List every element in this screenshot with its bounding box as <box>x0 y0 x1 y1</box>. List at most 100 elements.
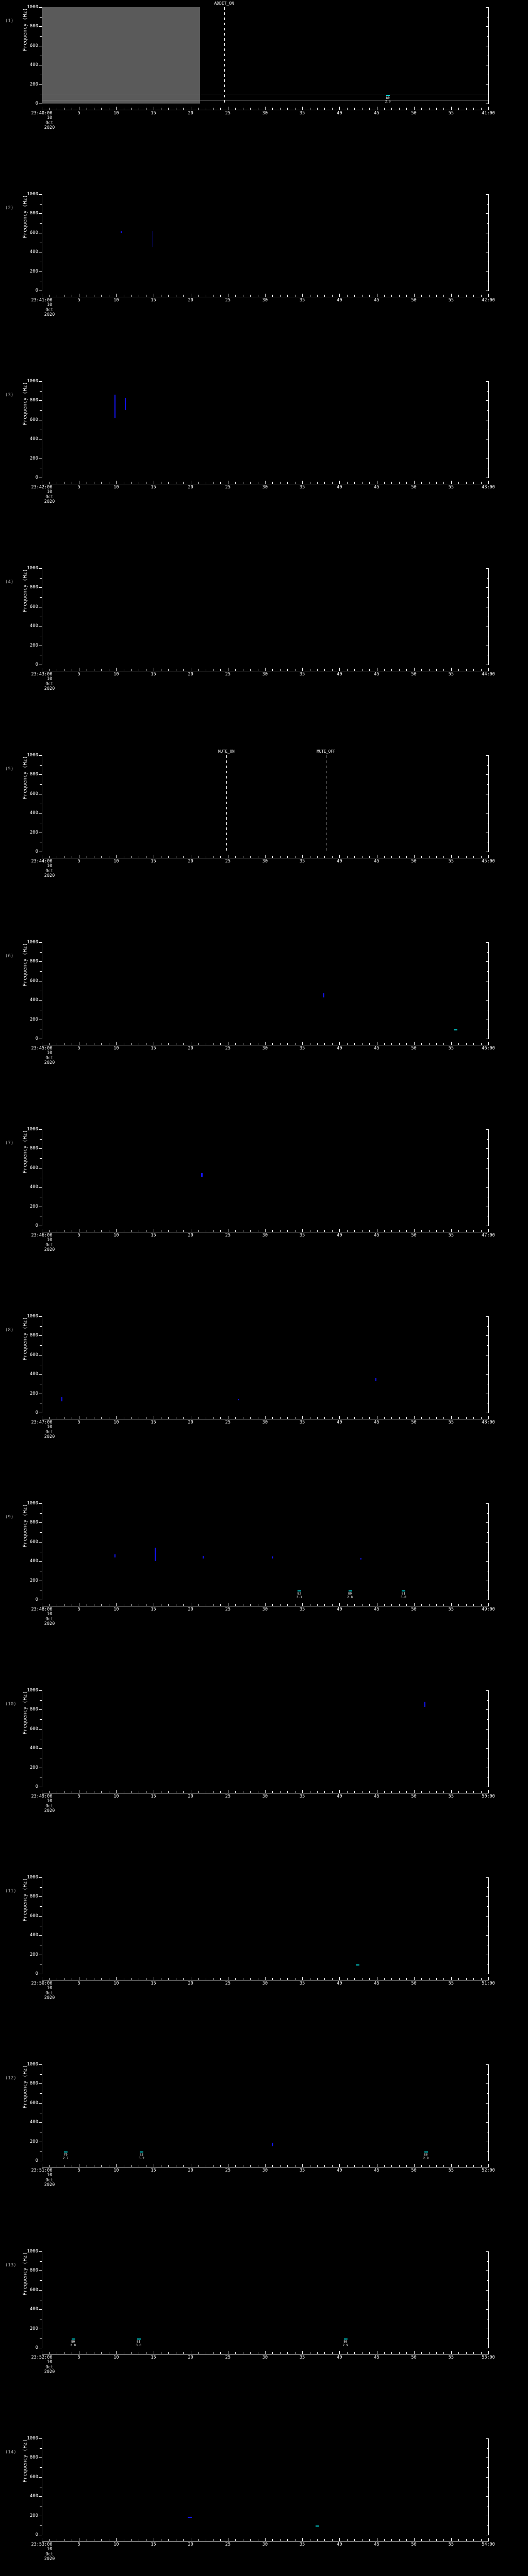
x-tick-minor <box>466 1791 467 1793</box>
x-tick-minor <box>235 1043 236 1045</box>
x-tick-label: 50 <box>411 1046 417 1051</box>
x-axis-date: 10 Oct 2020 <box>44 1612 55 1626</box>
x-tick-minor <box>332 1043 333 1045</box>
y-tick-minor <box>40 1906 42 1907</box>
x-tick <box>302 855 303 858</box>
y-tick <box>39 2251 42 2252</box>
y-tick-minor <box>40 952 42 953</box>
plot-area <box>42 568 488 665</box>
y-tick <box>39 2083 42 2084</box>
x-tick-minor <box>183 856 184 858</box>
x-tick-minor <box>458 1230 459 1232</box>
y-tick-right <box>486 2122 489 2123</box>
spectrogram-panel: (7) Frequency (Hz) 0 200 400 600 800 1000 23:46:… <box>0 1122 528 1309</box>
x-tick <box>488 855 489 858</box>
x-tick-minor <box>317 856 318 858</box>
x-tick <box>451 107 452 110</box>
x-tick-minor <box>332 482 333 484</box>
y-tick-label: 1000 <box>27 2436 38 2441</box>
x-tick-label: 43:00 <box>482 485 495 490</box>
y-tick-label: 0 <box>35 662 38 667</box>
x-tick-label: 25 <box>225 1607 230 1612</box>
y-tick-minor-right <box>487 2074 489 2075</box>
y-tick-right <box>486 774 489 775</box>
y-tick-right <box>486 1522 489 1523</box>
x-axis-date: 10 Oct 2020 <box>44 1425 55 1439</box>
x-tick-minor <box>183 669 184 671</box>
y-tick <box>39 194 42 195</box>
y-tick <box>39 961 42 962</box>
x-tick <box>451 668 452 671</box>
y-tick-minor <box>40 2280 42 2281</box>
x-tick-minor <box>443 295 444 297</box>
x-tick-minor <box>399 295 400 297</box>
x-tick-label: 10 <box>113 1420 119 1425</box>
x-axis-date: 10 Oct 2020 <box>44 2360 55 2375</box>
x-tick-minor <box>235 108 236 110</box>
y-tick-right <box>486 1335 489 1336</box>
spectrogram-panel: (6) Frequency (Hz) 0 200 400 600 800 1000 23:45:… <box>0 935 528 1122</box>
x-tick-minor <box>481 1043 482 1045</box>
x-tick-label: 49:00 <box>482 1607 495 1612</box>
x-tick-label: 15 <box>151 111 156 116</box>
x-tick-label: 45 <box>374 1420 380 1425</box>
x-tick-minor <box>49 2352 50 2354</box>
x-tick-minor <box>458 2165 459 2167</box>
detection-marker <box>454 1029 458 1031</box>
x-tick-minor <box>399 2165 400 2167</box>
x-tick <box>488 668 489 671</box>
y-tick-right <box>486 2309 489 2310</box>
x-tick-minor <box>481 2352 482 2354</box>
x-tick-label: 45 <box>374 298 380 303</box>
x-tick-minor <box>384 1791 385 1793</box>
y-tick-minor-right <box>487 2280 489 2281</box>
x-tick-minor <box>49 1604 50 1606</box>
x-tick-label: 15 <box>151 672 156 677</box>
x-tick <box>116 2351 117 2354</box>
y-tick-minor <box>40 1345 42 1346</box>
y-tick <box>39 813 42 814</box>
x-tick-minor <box>317 1604 318 1606</box>
spectrogram-panel: (11) Frequency (Hz) 0 200 400 600 800 1000 23:50… <box>0 1870 528 2057</box>
x-tick-minor <box>354 295 355 297</box>
detection-marker <box>64 2151 68 2153</box>
event-marker-line <box>224 7 225 104</box>
x-tick-label: 20 <box>188 111 193 116</box>
x-tick-minor <box>384 108 385 110</box>
x-tick-minor <box>272 1604 273 1606</box>
x-tick <box>414 1977 415 1980</box>
panel-number: (3) <box>5 393 14 398</box>
x-tick-label: 35 <box>300 1794 305 1799</box>
x-tick-label: 10 <box>113 1794 119 1799</box>
x-tick-label: 50 <box>411 672 417 677</box>
x-tick-minor <box>399 1043 400 1045</box>
x-tick-label: 20 <box>188 1794 193 1799</box>
x-tick-label: 42:00 <box>482 298 495 303</box>
x-tick-minor <box>198 1417 199 1419</box>
x-tick-minor <box>235 295 236 297</box>
x-tick-minor <box>183 108 184 110</box>
x-tick <box>339 1603 340 1606</box>
x-tick-minor <box>473 1230 474 1232</box>
y-tick-label: 200 <box>29 2513 38 2518</box>
y-tick-label: 0 <box>35 2158 38 2163</box>
detection-trace <box>238 1398 240 1400</box>
y-tick-label: 600 <box>29 1913 38 1919</box>
x-tick-minor <box>384 1417 385 1419</box>
x-tick-minor <box>466 1230 467 1232</box>
y-axis-title: Frequency (Hz) <box>22 2252 28 2296</box>
x-tick-minor <box>428 295 430 297</box>
x-tick-minor <box>346 295 348 297</box>
x-tick-minor <box>481 1791 482 1793</box>
x-tick-minor <box>49 669 50 671</box>
x-tick-minor <box>272 1791 273 1793</box>
y-tick-minor-right <box>487 1345 489 1346</box>
x-tick-label: 23:40:00 <box>31 111 53 116</box>
x-tick-minor <box>49 1791 50 1793</box>
x-tick-minor <box>101 2165 102 2167</box>
x-tick-label: 50 <box>411 2355 417 2360</box>
y-tick-label: 800 <box>29 211 38 216</box>
detection-trace <box>323 993 324 997</box>
x-tick-minor <box>458 295 459 297</box>
x-tick-minor <box>235 669 236 671</box>
